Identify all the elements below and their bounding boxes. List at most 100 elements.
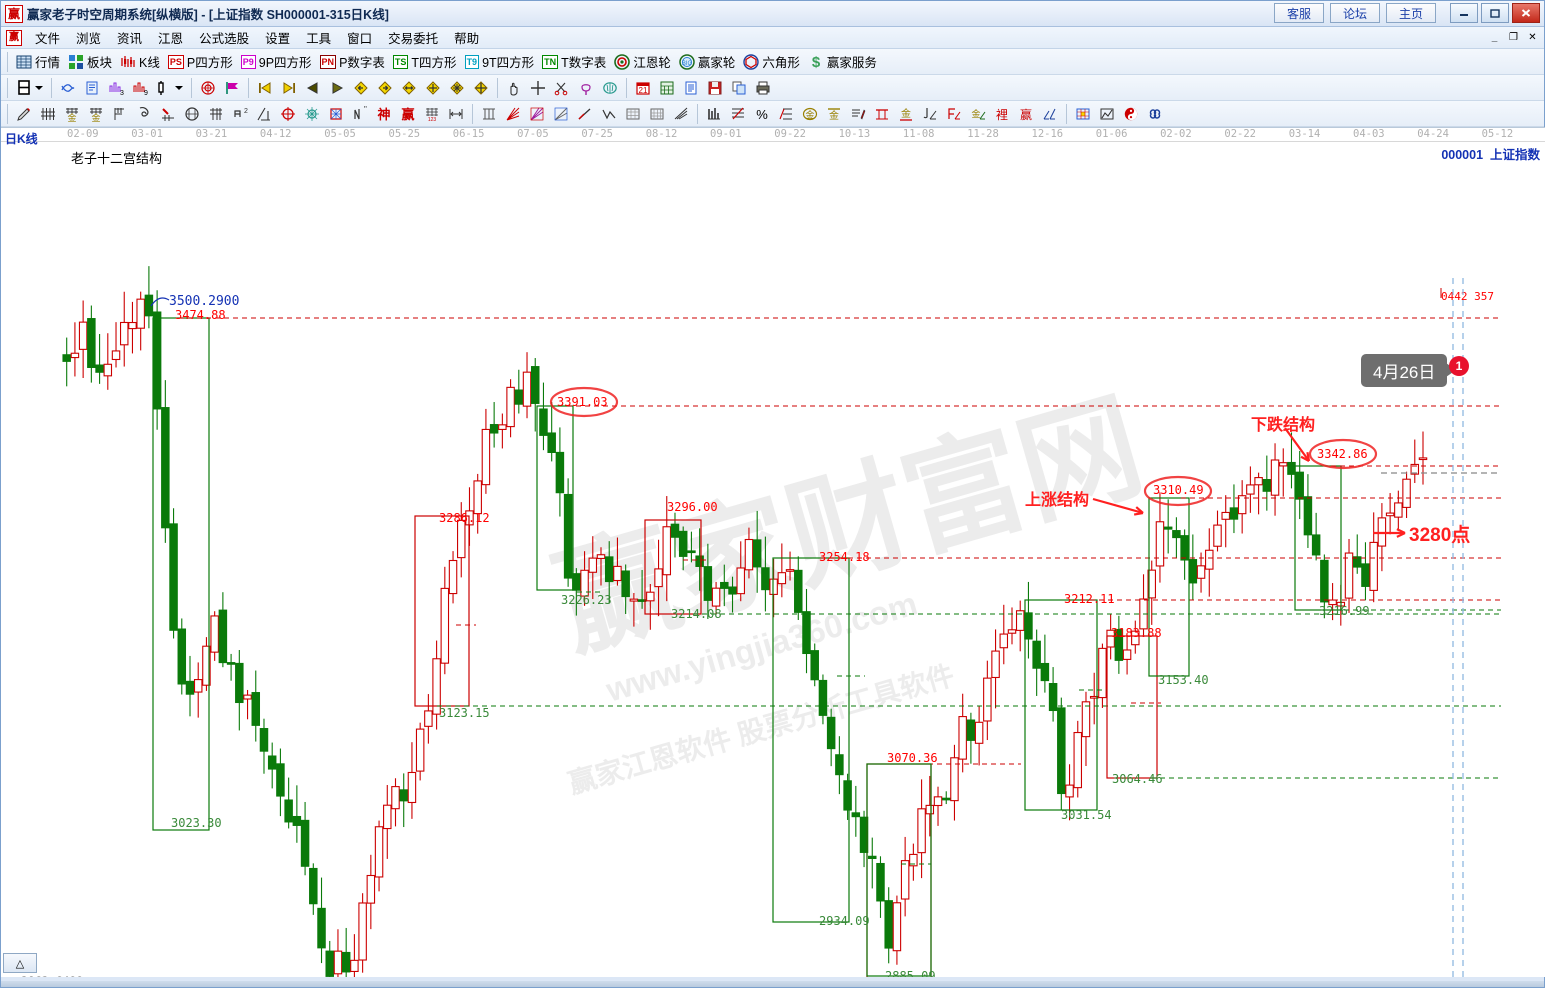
gann-wheel-button[interactable]: 江恩轮 (610, 51, 675, 73)
mdi-close-button[interactable]: ✕ (1528, 31, 1537, 43)
menu-item-gann[interactable]: 江恩 (158, 32, 184, 46)
report-icon[interactable] (80, 77, 104, 99)
infinity-icon[interactable] (1143, 103, 1167, 125)
mdi-restore-button[interactable]: ❐ (1509, 31, 1518, 43)
gold-circle-icon[interactable]: 金 (798, 103, 822, 125)
star-target-icon[interactable] (300, 103, 324, 125)
fan-red-icon[interactable] (501, 103, 525, 125)
price-chart-canvas[interactable] (1, 128, 1545, 977)
waves-icon[interactable] (1038, 103, 1062, 125)
t-square-button[interactable]: TS T四方形 (389, 51, 461, 73)
calculator-icon[interactable] (655, 77, 679, 99)
t-number-table-button[interactable]: TN T数字表 (538, 51, 610, 73)
forum-button[interactable]: 论坛 (1330, 3, 1380, 23)
arrow-span-icon[interactable] (444, 103, 468, 125)
9t-square-button[interactable]: T9 9T四方形 (461, 51, 539, 73)
li-icon[interactable]: 裡 (990, 103, 1014, 125)
comb-icon[interactable] (204, 103, 228, 125)
winner-service-button[interactable]: $ 赢家服务 (804, 51, 881, 73)
spiral-icon[interactable] (132, 103, 156, 125)
customer-service-button[interactable]: 客服 (1274, 3, 1324, 23)
kline-3-icon[interactable]: 3 (104, 77, 128, 99)
menu-item-browse[interactable]: 浏览 (76, 32, 102, 46)
tree-icon[interactable] (574, 77, 598, 99)
first-page-icon[interactable] (253, 77, 277, 99)
trend-line-icon[interactable] (573, 103, 597, 125)
f-line-icon[interactable] (942, 103, 966, 125)
save-icon[interactable] (703, 77, 727, 99)
next-icon[interactable] (325, 77, 349, 99)
box-target-icon[interactable] (324, 103, 348, 125)
ladder-icon[interactable]: 123 (420, 103, 444, 125)
close-button[interactable] (1512, 3, 1540, 23)
trend-zigzag-icon[interactable] (597, 103, 621, 125)
n-square-icon[interactable]: 2 (228, 103, 252, 125)
menu-item-window[interactable]: 窗口 (347, 32, 373, 46)
mdi-minimize-button[interactable]: _ (1491, 31, 1498, 43)
percent-icon[interactable]: % (750, 103, 774, 125)
percent-red-icon[interactable] (726, 103, 750, 125)
bar-chart-icon[interactable] (702, 103, 726, 125)
menu-item-help[interactable]: 帮助 (454, 32, 480, 46)
copy-icon[interactable] (727, 77, 751, 99)
fan-lines-icon[interactable] (669, 103, 693, 125)
ying-icon[interactable]: 赢 (396, 103, 420, 125)
j-line-icon[interactable] (918, 103, 942, 125)
notepad-icon[interactable] (679, 77, 703, 99)
menu-item-news[interactable]: 资讯 (117, 32, 143, 46)
calendar-icon[interactable]: 21 (631, 77, 655, 99)
gold-line-icon[interactable]: 金 (966, 103, 990, 125)
menu-item-file[interactable]: 文件 (35, 32, 61, 46)
menu-item-trade-order[interactable]: 交易委托 (388, 32, 439, 46)
print-icon[interactable] (751, 77, 775, 99)
diamond-both-icon[interactable] (397, 77, 421, 99)
expand-triangle-button[interactable]: △ (3, 953, 37, 973)
diamond-star-icon[interactable] (445, 77, 469, 99)
angle-icon[interactable] (252, 103, 276, 125)
hexagon-button[interactable]: 六角形 (739, 51, 804, 73)
rocket-grid-icon[interactable] (156, 103, 180, 125)
pen-tool-icon[interactable] (12, 103, 36, 125)
gold-underline-icon[interactable]: 金 (894, 103, 918, 125)
quotes-button[interactable]: 行情 (12, 51, 64, 73)
homepage-button[interactable]: 主页 (1386, 3, 1436, 23)
winner-wheel-button[interactable]: BIG 赢家轮 (675, 51, 740, 73)
market-overview-icon[interactable] (56, 77, 80, 99)
p-number-table-button[interactable]: PN P数字表 (316, 51, 389, 73)
kline-button[interactable]: K线 (116, 51, 164, 73)
ying2-icon[interactable]: 赢 (1014, 103, 1038, 125)
fan-grey-icon[interactable] (549, 103, 573, 125)
mountain-icon[interactable] (1095, 103, 1119, 125)
zigzag-icon[interactable]: " (348, 103, 372, 125)
rainbow-icon[interactable] (196, 77, 220, 99)
diamond-expand-icon[interactable] (421, 77, 445, 99)
gold-bar-icon[interactable]: 金 (822, 103, 846, 125)
chart-area[interactable]: 赢家财富网 www.yingjia360.com 赢家江恩软件 股票分析工具软件… (1, 127, 1545, 977)
flag-icon[interactable] (220, 77, 244, 99)
period-day-dropdown[interactable] (12, 77, 47, 99)
grid-lines-icon[interactable] (36, 103, 60, 125)
crosshair-icon[interactable] (526, 77, 550, 99)
9p-square-button[interactable]: P9 9P四方形 (237, 51, 316, 73)
sector-button[interactable]: 板块 (64, 51, 116, 73)
percent-line-icon[interactable] (774, 103, 798, 125)
diamond-right-icon[interactable] (373, 77, 397, 99)
last-page-icon[interactable] (277, 77, 301, 99)
minimize-button[interactable] (1450, 3, 1478, 23)
brush-icon[interactable] (846, 103, 870, 125)
taiji-icon[interactable] (1119, 103, 1143, 125)
prev-icon[interactable] (301, 77, 325, 99)
gold-ratio-2-icon[interactable]: 金 (84, 103, 108, 125)
target-icon[interactable] (276, 103, 300, 125)
menu-item-settings[interactable]: 设置 (265, 32, 291, 46)
menu-item-formula-stock-pick[interactable]: 公式选股 (199, 32, 250, 46)
diamond-left-icon[interactable] (349, 77, 373, 99)
grid-yellow-icon[interactable] (1071, 103, 1095, 125)
balance-icon[interactable] (870, 103, 894, 125)
menu-item-tools[interactable]: 工具 (306, 32, 332, 46)
circle-grid-icon[interactable] (180, 103, 204, 125)
f-grid-icon[interactable] (108, 103, 132, 125)
fan-purple-icon[interactable] (525, 103, 549, 125)
grid-box-icon[interactable] (621, 103, 645, 125)
hand-icon[interactable] (502, 77, 526, 99)
